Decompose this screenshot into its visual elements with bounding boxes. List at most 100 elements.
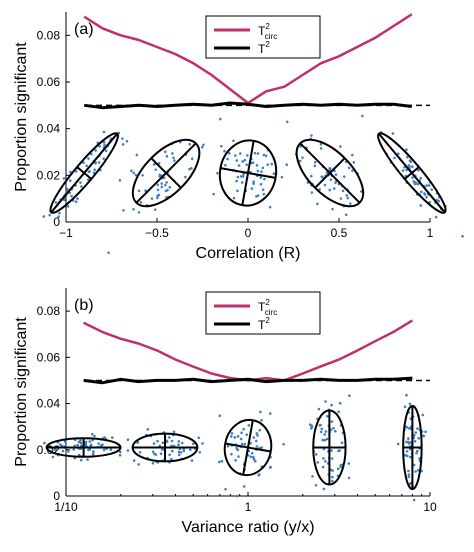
- scatter-point: [351, 169, 354, 173]
- scatter-point: [82, 161, 85, 164]
- scatter-point: [182, 447, 186, 451]
- ellipse-minor-axis: [220, 167, 276, 179]
- scatter-point: [240, 442, 244, 446]
- legend-label: T2 circ: [258, 22, 277, 41]
- scatter-point: [170, 457, 173, 461]
- scatter-point: [88, 440, 91, 443]
- x-tick-label: 1/10: [54, 500, 78, 514]
- ellipse-outline: [131, 138, 201, 208]
- scatter-point: [243, 158, 247, 162]
- scatter-point: [334, 173, 338, 176]
- scatter-point: [111, 436, 114, 439]
- scatter-point: [154, 168, 158, 172]
- scatter-point: [224, 487, 227, 491]
- scatter-point: [268, 205, 272, 209]
- ellipse-glyph: [118, 428, 204, 466]
- scatter-point: [160, 182, 164, 185]
- scatter-point: [62, 198, 66, 202]
- scatter-point: [151, 450, 155, 454]
- scatter-point: [132, 171, 136, 175]
- scatter-point: [74, 170, 78, 173]
- y-tick-label: 0.08: [37, 28, 61, 42]
- scatter-point: [330, 420, 334, 423]
- scatter-point: [256, 152, 260, 155]
- scatter-point: [94, 149, 97, 152]
- scatter-point: [61, 449, 65, 453]
- scatter-point: [156, 196, 159, 200]
- scatter-point: [322, 487, 326, 491]
- scatter-point: [407, 473, 411, 476]
- y-axis-label: Proportion significant: [13, 42, 30, 192]
- scatter-point: [320, 175, 323, 179]
- scatter-point: [167, 436, 171, 439]
- scatter-point: [322, 457, 325, 460]
- scatter-point: [261, 166, 265, 170]
- scatter-point: [135, 153, 139, 157]
- scatter-point: [314, 483, 318, 487]
- legend-box: [205, 15, 321, 59]
- scatter-point: [180, 441, 184, 445]
- scatter-point: [228, 152, 231, 155]
- scatter-point: [255, 164, 259, 167]
- scatter-point: [79, 181, 82, 184]
- scatter-point: [242, 172, 245, 176]
- scatter-point: [59, 443, 62, 446]
- scatter-point: [229, 435, 233, 438]
- scatter-point: [90, 432, 94, 436]
- scatter-point: [252, 436, 256, 439]
- scatter-point: [397, 152, 400, 156]
- scatter-point: [86, 458, 89, 461]
- scatter-point: [414, 431, 418, 434]
- scatter-point: [236, 435, 240, 438]
- scatter-point: [316, 202, 319, 206]
- scatter-point: [99, 444, 103, 447]
- ellipse-glyph: [308, 394, 351, 491]
- scatter-point: [201, 442, 204, 445]
- scatter-point: [417, 437, 420, 440]
- scatter-point: [341, 189, 345, 193]
- scatter-point: [239, 175, 243, 178]
- scatter-point: [332, 426, 335, 430]
- legend-label: T2: [258, 40, 270, 56]
- scatter-point: [79, 441, 83, 445]
- scatter-point: [238, 152, 242, 155]
- scatter-point: [255, 445, 259, 448]
- scatter-point: [338, 401, 342, 405]
- scatter-point: [216, 171, 219, 175]
- scatter-point: [254, 459, 257, 463]
- scatter-point: [321, 438, 324, 442]
- scatter-point: [421, 434, 425, 438]
- scatter-point: [126, 449, 130, 452]
- scatter-point: [240, 181, 244, 184]
- scatter-point: [415, 451, 418, 455]
- scatter-point: [68, 179, 72, 182]
- scatter-point: [346, 196, 350, 200]
- ellipse-outline: [402, 404, 423, 491]
- scatter-point: [202, 143, 205, 147]
- scatter-point: [90, 152, 93, 156]
- scatter-point: [406, 437, 410, 440]
- scatter-point: [190, 459, 194, 462]
- scatter-point: [63, 440, 67, 443]
- scatter-point: [330, 403, 333, 407]
- scatter-point: [348, 394, 351, 397]
- scatter-point: [430, 188, 434, 191]
- scatter-point: [247, 424, 251, 427]
- scatter-point: [103, 143, 106, 147]
- scatter-point: [132, 459, 136, 462]
- scatter-point: [158, 173, 162, 177]
- scatter-point: [393, 156, 396, 160]
- scatter-point: [396, 442, 400, 446]
- scatter-point: [160, 185, 164, 189]
- scatter-point: [319, 143, 323, 146]
- scatter-point: [342, 175, 346, 178]
- x-tick-label: 10: [423, 500, 437, 514]
- scatter-point: [126, 438, 130, 441]
- scatter-point: [263, 177, 266, 181]
- ellipse-outline: [131, 432, 199, 463]
- scatter-point: [328, 188, 331, 192]
- scatter-point: [308, 423, 312, 426]
- scatter-point: [197, 436, 201, 440]
- scatter-point: [85, 164, 88, 168]
